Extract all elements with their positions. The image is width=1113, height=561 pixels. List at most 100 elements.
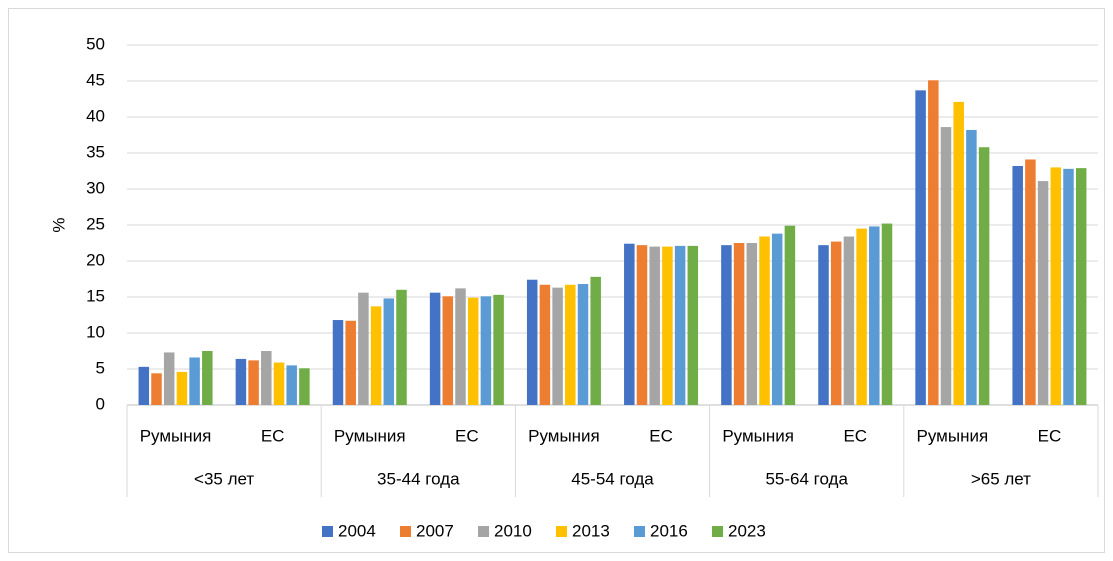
y-tick-label: 50 [86, 34, 105, 53]
bar [429, 292, 441, 405]
x-tick-label: ЕС [843, 426, 867, 445]
bar [881, 223, 893, 405]
bar [662, 246, 673, 405]
x-tick-label: Румыния [528, 426, 600, 445]
bar [636, 245, 648, 405]
bar [818, 245, 829, 405]
bar [759, 236, 770, 405]
x-tick-label: ЕС [455, 426, 479, 445]
group-label: >65 лет [971, 469, 1031, 488]
bar [940, 127, 952, 405]
bar [455, 288, 466, 405]
bar [163, 352, 175, 405]
bar [915, 90, 926, 406]
bar [396, 289, 407, 405]
y-tick-label: 45 [86, 70, 105, 89]
y-tick-label: 20 [86, 250, 105, 269]
legend-label: 2023 [728, 521, 766, 540]
bar [176, 371, 188, 405]
bar [261, 351, 272, 405]
bar [442, 296, 454, 405]
bar [299, 368, 310, 405]
legend-swatch [400, 526, 411, 537]
bar [1050, 167, 1062, 405]
bar [467, 297, 479, 405]
legend-swatch [478, 526, 489, 537]
bar [1037, 181, 1049, 405]
bar [493, 294, 504, 405]
bar [332, 320, 344, 405]
bar [151, 373, 162, 405]
x-tick-label: Румыния [722, 426, 794, 445]
bar [590, 276, 601, 405]
bar [1063, 168, 1074, 405]
bar [189, 357, 200, 405]
bar [624, 243, 635, 405]
bar [138, 366, 150, 405]
group-label: <35 лет [194, 469, 254, 488]
bar [248, 360, 259, 405]
y-tick-label: 35 [86, 142, 105, 161]
group-label: 45-54 года [571, 469, 654, 488]
y-tick-label: 15 [86, 286, 105, 305]
y-tick-label: 10 [86, 322, 105, 341]
x-tick-label: ЕС [261, 426, 285, 445]
bar [746, 243, 758, 405]
bar [843, 236, 855, 405]
y-axis-label: % [49, 217, 68, 232]
bar [674, 245, 686, 405]
bar [830, 241, 842, 405]
x-tick-label: Румыния [334, 426, 406, 445]
bar [1075, 168, 1087, 405]
x-tick-label: Румыния [917, 426, 989, 445]
bar [856, 228, 867, 405]
legend-swatch [634, 526, 645, 537]
bar [577, 284, 589, 405]
bar [552, 287, 563, 405]
bar [345, 320, 356, 405]
group-label: 35-44 года [377, 469, 460, 488]
bar [953, 101, 964, 405]
y-tick-label: 40 [86, 106, 105, 125]
y-tick-label: 30 [86, 178, 105, 197]
bar [978, 147, 990, 406]
bar [1025, 159, 1036, 405]
x-tick-label: ЕС [1038, 426, 1062, 445]
bar [687, 245, 699, 405]
legend-swatch [556, 526, 567, 537]
legend-label: 2010 [494, 521, 532, 540]
bar [273, 362, 285, 405]
group-label: 55-64 года [765, 469, 848, 488]
legend-label: 2016 [650, 521, 688, 540]
legend-swatch [322, 526, 333, 537]
bar [649, 246, 660, 405]
bar [869, 226, 880, 405]
legend-label: 2007 [416, 521, 454, 540]
bar [480, 296, 492, 405]
chart-frame [8, 8, 1105, 553]
x-tick-label: Румыния [140, 426, 212, 445]
legend-label: 2004 [338, 521, 376, 540]
bar [733, 243, 745, 405]
bar [370, 306, 382, 405]
y-tick-label: 0 [96, 394, 105, 413]
y-tick-label: 25 [86, 214, 105, 233]
bar [526, 279, 538, 405]
bar [286, 365, 297, 405]
bar [539, 284, 551, 405]
bar [928, 80, 939, 405]
bar [358, 292, 369, 405]
legend-label: 2013 [572, 521, 610, 540]
y-tick-label: 5 [96, 358, 105, 377]
bar [721, 245, 732, 405]
legend-swatch [712, 526, 723, 537]
bar [784, 225, 796, 405]
bar [202, 351, 213, 405]
bar [771, 233, 783, 405]
bar [565, 284, 576, 405]
bar [235, 358, 247, 405]
x-tick-label: ЕС [649, 426, 673, 445]
bar [966, 129, 977, 405]
